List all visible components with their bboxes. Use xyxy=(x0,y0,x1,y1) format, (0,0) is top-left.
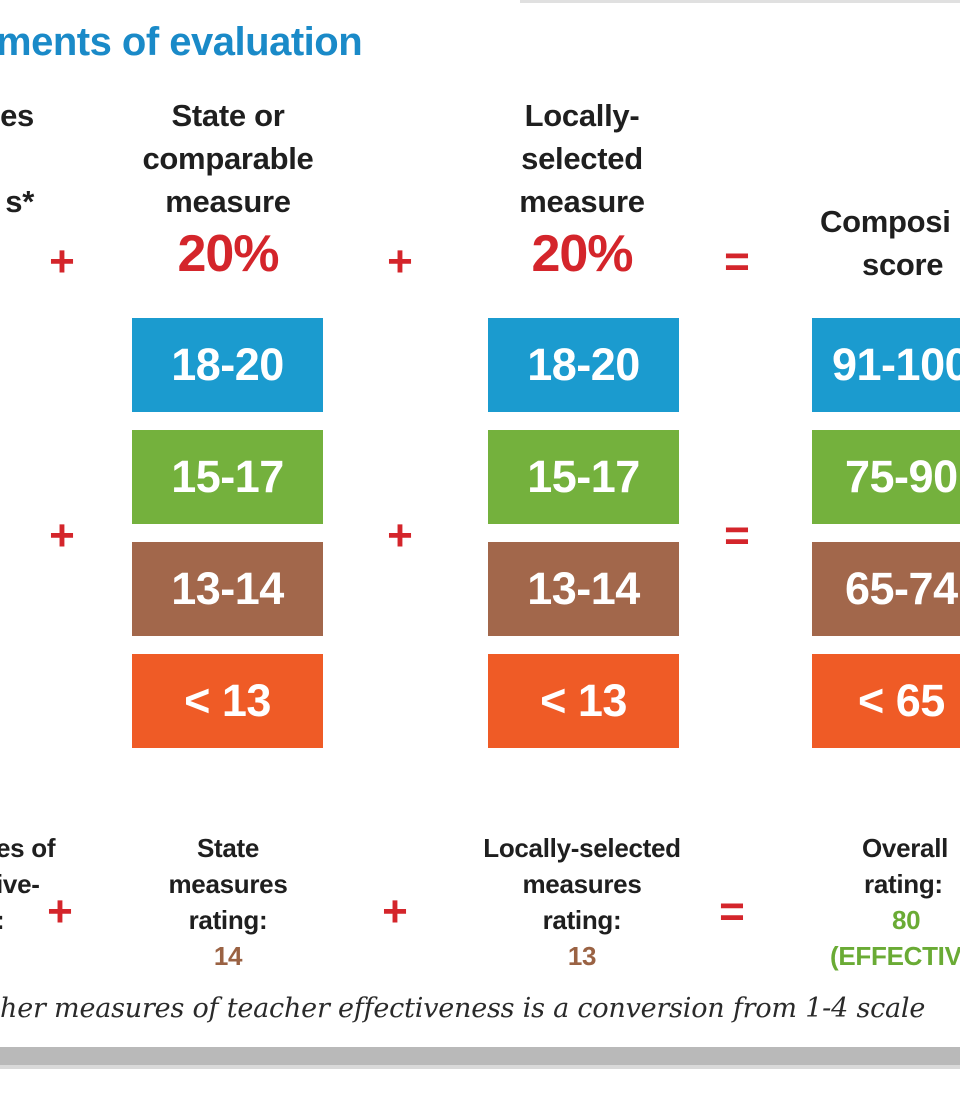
footnote: her measures of teacher effectiveness is… xyxy=(0,993,926,1024)
footer-line: measures xyxy=(168,869,288,899)
plus-operator: + xyxy=(47,887,73,936)
local-measure-header: Locally- selected measure xyxy=(472,94,692,223)
composite-range-developing: 65-74 xyxy=(812,542,960,636)
footer-line: Locally-selected xyxy=(483,833,681,863)
footer-line: rating: xyxy=(188,905,268,935)
state-range-effective: 15-17 xyxy=(132,430,323,524)
footer-line: measures xyxy=(522,869,642,899)
composite-range-label: < 65 xyxy=(858,675,945,726)
state-rating-value: 14 xyxy=(213,941,243,971)
footer-line: rating: xyxy=(542,905,622,935)
local-rating-value: 13 xyxy=(567,941,597,971)
partial-footer-line: ive- xyxy=(0,869,40,899)
local-range-developing: 13-14 xyxy=(488,542,679,636)
composite-range-label: 91-100 xyxy=(832,339,960,390)
composite-range-label: 75-90 xyxy=(845,451,958,502)
partial-header-line: s* xyxy=(5,184,34,219)
plus-operator: + xyxy=(49,237,75,286)
plus-operator: + xyxy=(382,887,408,936)
local-measures-rating: Locally-selected measures rating: 13 xyxy=(462,830,702,974)
local-range-highly-effective: 18-20 xyxy=(488,318,679,412)
equals-operator: = xyxy=(719,887,745,936)
page-title: ments of evaluation xyxy=(0,20,363,64)
header-line: comparable xyxy=(142,141,314,176)
local-range-effective: 15-17 xyxy=(488,430,679,524)
footer-line: State xyxy=(196,833,260,863)
header-line: Locally- xyxy=(524,98,640,133)
overall-rating-label: (EFFECTIV xyxy=(830,941,960,971)
state-measures-rating: State measures rating: 14 xyxy=(128,830,328,974)
state-range-highly-effective: 18-20 xyxy=(132,318,323,412)
plus-operator: + xyxy=(387,511,413,560)
local-range-ineffective: < 13 xyxy=(488,654,679,748)
partial-column-footer: es of ive- : xyxy=(0,830,56,938)
composite-range-highly-effective: 91-100 xyxy=(812,318,960,412)
overall-rating-value: 80 xyxy=(892,905,921,935)
bottom-divider-shadow xyxy=(0,1065,960,1069)
partial-footer-line: : xyxy=(0,902,56,938)
header-line: selected xyxy=(521,141,643,176)
composite-score-header: Composi score xyxy=(812,200,960,286)
bottom-divider xyxy=(0,1047,960,1065)
composite-range-effective: 75-90 xyxy=(812,430,960,524)
state-measure-percent: 20% xyxy=(177,225,279,283)
partial-footer-line: es of xyxy=(0,833,56,863)
plus-operator: + xyxy=(387,237,413,286)
footer-line: Overall xyxy=(862,833,949,863)
equals-operator: = xyxy=(724,237,750,286)
partial-column-header: es s* xyxy=(0,94,34,223)
footer-line: rating: xyxy=(864,869,943,899)
top-divider xyxy=(520,0,960,3)
state-measure-header: State or comparable measure xyxy=(118,94,338,223)
header-line: measure xyxy=(165,184,291,219)
state-range-developing: 13-14 xyxy=(132,542,323,636)
overall-rating: Overall rating: 80 (EFFECTIV xyxy=(812,830,960,974)
header-line: State or xyxy=(171,98,285,133)
equals-operator: = xyxy=(724,511,750,560)
local-measure-percent: 20% xyxy=(531,225,633,283)
composite-range-label: 65-74 xyxy=(845,563,958,614)
header-line: score xyxy=(862,247,944,282)
header-line: Composi xyxy=(820,204,951,239)
state-range-ineffective: < 13 xyxy=(132,654,323,748)
partial-header-line: es xyxy=(0,98,34,133)
plus-operator: + xyxy=(49,511,75,560)
header-line: measure xyxy=(519,184,645,219)
composite-range-ineffective: < 65 xyxy=(812,654,960,748)
